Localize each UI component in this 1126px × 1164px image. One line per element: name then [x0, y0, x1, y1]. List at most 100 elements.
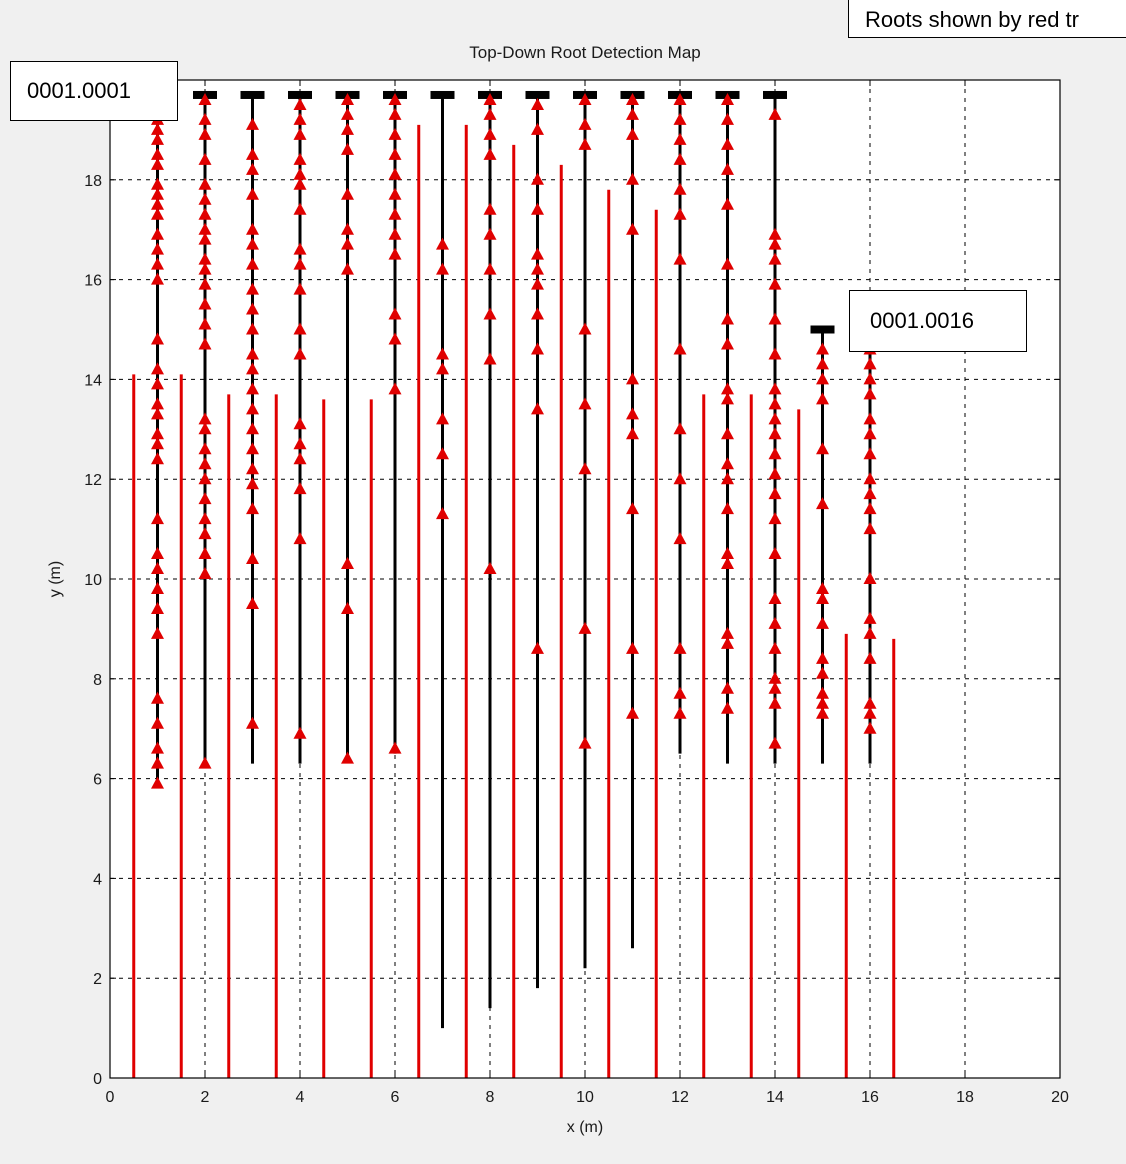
- detection-marker: [151, 362, 164, 375]
- x-tick-label: 12: [671, 1089, 689, 1106]
- detection-marker: [768, 252, 782, 265]
- detection-marker: [388, 207, 402, 220]
- detection-marker: [768, 227, 782, 240]
- detection-marker: [341, 142, 354, 155]
- detection-marker: [483, 202, 497, 215]
- detection-marker: [768, 277, 782, 290]
- detection-marker: [531, 277, 544, 290]
- detection-marker: [483, 127, 497, 140]
- scan-start-marker: [240, 90, 265, 99]
- detection-marker: [673, 252, 687, 265]
- detection-marker: [293, 532, 307, 545]
- x-tick-label: 2: [201, 1089, 210, 1106]
- detection-marker: [721, 137, 734, 150]
- detection-marker: [863, 472, 877, 485]
- detection-marker: [768, 312, 782, 325]
- detection-marker: [768, 107, 782, 120]
- detection-marker: [768, 641, 782, 654]
- detection-marker: [816, 686, 829, 699]
- scan-start-marker: [763, 90, 787, 99]
- detection-marker: [198, 512, 212, 525]
- detection-marker: [151, 716, 164, 729]
- detection-marker: [768, 347, 782, 360]
- detection-marker: [151, 512, 164, 525]
- detection-marker: [293, 417, 307, 430]
- detection-marker: [483, 562, 497, 575]
- detection-marker: [246, 257, 259, 270]
- detection-marker: [293, 726, 307, 739]
- detection-marker: [198, 756, 212, 769]
- detection-marker: [151, 147, 164, 160]
- detection-marker: [721, 112, 734, 125]
- detection-marker: [293, 177, 307, 190]
- x-tick-label: 10: [576, 1089, 594, 1106]
- detection-marker: [863, 427, 877, 440]
- y-tick-label: 2: [93, 971, 102, 988]
- detection-marker: [626, 502, 639, 515]
- detection-marker: [626, 427, 639, 440]
- detection-marker: [151, 427, 164, 440]
- detection-marker: [293, 452, 307, 465]
- detection-marker: [151, 756, 164, 769]
- detection-marker: [578, 117, 592, 130]
- detection-marker: [246, 117, 259, 130]
- detection-marker: [293, 322, 307, 335]
- detection-marker: [293, 347, 307, 360]
- detection-marker: [626, 127, 639, 140]
- detection-marker: [721, 636, 734, 649]
- y-axis-label: y (m): [47, 561, 64, 597]
- detection-marker: [293, 437, 307, 450]
- detection-marker: [151, 122, 164, 135]
- detection-marker: [483, 352, 497, 365]
- x-tick-label: 16: [861, 1089, 879, 1106]
- detection-marker: [768, 512, 782, 525]
- detection-marker: [721, 502, 734, 515]
- detection-marker: [673, 422, 687, 435]
- detection-marker: [151, 581, 164, 594]
- detection-marker: [673, 686, 687, 699]
- detection-marker: [151, 452, 164, 465]
- detection-marker: [721, 92, 734, 105]
- detection-marker: [246, 442, 259, 455]
- detection-marker: [673, 472, 687, 485]
- detection-marker: [721, 457, 734, 470]
- detection-marker: [721, 681, 734, 694]
- detection-marker: [436, 412, 449, 425]
- detection-marker: [436, 447, 449, 460]
- detection-marker: [198, 412, 212, 425]
- detection-marker: [151, 257, 164, 270]
- detection-marker: [863, 502, 877, 515]
- detection-marker: [863, 696, 877, 709]
- detection-marker: [198, 547, 212, 560]
- detection-marker: [151, 397, 164, 410]
- detection-marker: [151, 437, 164, 450]
- detection-marker: [341, 557, 354, 570]
- detection-marker: [721, 472, 734, 485]
- detection-marker: [768, 382, 782, 395]
- detection-marker: [768, 397, 782, 410]
- detection-marker: [246, 402, 259, 415]
- detection-marker: [673, 152, 687, 165]
- detection-marker: [151, 626, 164, 639]
- detection-marker: [198, 442, 212, 455]
- detection-marker: [578, 322, 592, 335]
- detection-marker: [293, 112, 307, 125]
- x-tick-label: 6: [391, 1089, 400, 1106]
- detection-marker: [293, 127, 307, 140]
- detection-marker: [721, 427, 734, 440]
- detection-marker: [578, 621, 592, 634]
- detection-marker: [626, 107, 639, 120]
- detection-marker: [863, 611, 877, 624]
- detection-marker: [531, 262, 544, 275]
- detection-marker: [341, 751, 354, 764]
- detection-marker: [198, 277, 212, 290]
- detection-marker: [531, 247, 544, 260]
- detection-marker: [198, 422, 212, 435]
- detection-marker: [816, 357, 829, 370]
- detection-marker: [151, 207, 164, 220]
- detection-marker: [673, 532, 687, 545]
- detection-marker: [768, 696, 782, 709]
- detection-marker: [388, 92, 402, 105]
- detection-marker: [293, 202, 307, 215]
